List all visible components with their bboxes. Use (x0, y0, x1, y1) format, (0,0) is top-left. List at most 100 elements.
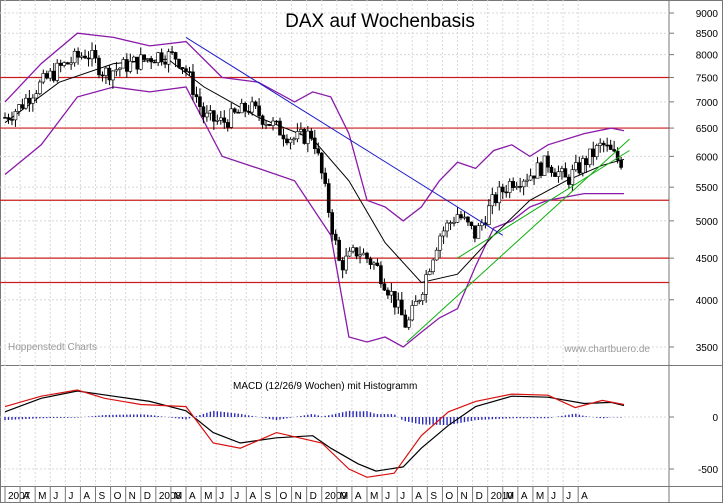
candle-body (253, 101, 258, 107)
candle-body (267, 123, 272, 126)
candle-body (65, 62, 70, 65)
candle-body (44, 73, 49, 79)
candle-body (93, 50, 98, 59)
x-tick-label: J (566, 491, 571, 502)
candle-body (205, 112, 209, 118)
candle-body (528, 175, 533, 181)
chart-title: DAX auf Wochenbasis (285, 11, 475, 32)
x-tick-label: M (536, 491, 544, 502)
candle-body (69, 62, 73, 65)
candle-body (76, 50, 80, 58)
candle-body (382, 283, 387, 291)
x-tick-label: O (445, 491, 453, 502)
candle-body (10, 119, 14, 121)
x-tick-label: J (53, 491, 58, 502)
x-tick-label: A (189, 491, 196, 502)
candle-body (539, 162, 543, 176)
y-tick-label: 5000 (696, 217, 719, 228)
candle-body (452, 221, 456, 224)
x-tick-label: J (400, 491, 405, 502)
candle-body (131, 56, 136, 62)
candle-body (173, 52, 178, 60)
candle-body (521, 180, 526, 188)
candle-body (20, 104, 25, 109)
candle-body (333, 233, 338, 241)
candle-body (72, 50, 77, 64)
x-tick-label: J (219, 491, 224, 502)
candle-body (201, 106, 206, 118)
candle-body (121, 59, 126, 69)
y-tick-label: 5500 (696, 183, 719, 194)
candle-body (278, 120, 282, 136)
candle-body (441, 230, 446, 237)
candle-body (135, 56, 140, 70)
candle-body (232, 108, 237, 113)
candle-body (107, 67, 112, 81)
bollinger-upper-line (4, 32, 625, 222)
candle-body (31, 97, 35, 104)
x-tick-label: 2007 (8, 491, 31, 502)
candle-body (159, 52, 164, 63)
candle-body (612, 149, 616, 152)
x-tick-label: A (83, 491, 90, 502)
candle-body (149, 58, 153, 63)
candle-body (264, 123, 268, 126)
candle-body (246, 111, 251, 113)
candle-body (532, 175, 536, 179)
x-tick-label: D (476, 491, 483, 502)
candle-body (420, 294, 425, 301)
x-tick-label: O (280, 491, 288, 502)
candle-body (114, 69, 119, 72)
candle-body (58, 62, 63, 66)
candle-body (48, 70, 53, 79)
candle-body (250, 101, 254, 113)
x-tick-label: M (174, 491, 182, 502)
candle-body (448, 222, 453, 224)
candle-body (152, 61, 157, 64)
candle-body (184, 68, 188, 72)
x-tick-label: M (340, 491, 348, 502)
candle-body (386, 289, 390, 296)
candle-body (504, 191, 509, 194)
candle-body (326, 183, 331, 213)
candle-body (260, 115, 265, 125)
candle-body (459, 214, 463, 219)
candle-body (598, 142, 603, 146)
x-tick-label: O (114, 491, 122, 502)
candle-body (570, 169, 575, 185)
candle-body (79, 55, 84, 58)
candle-body (97, 57, 101, 76)
candle-body (194, 94, 199, 98)
candle-body (191, 71, 195, 95)
candle-body (413, 301, 418, 306)
candle-body (525, 179, 529, 182)
candle-body (445, 222, 449, 232)
candle-body (288, 139, 293, 144)
candle-body (292, 138, 296, 141)
candle-body (406, 319, 411, 328)
candle-body (34, 93, 39, 99)
candle-body (354, 247, 359, 257)
candle-body (396, 299, 401, 308)
candle-body (518, 186, 522, 188)
candle-body (128, 60, 133, 72)
trendline (457, 150, 630, 259)
y-tick-label: 3500 (696, 343, 719, 354)
x-tick-label: J (385, 491, 390, 502)
candle-body (330, 212, 334, 235)
x-tick-label: D (144, 491, 151, 502)
candle-body (6, 117, 11, 120)
candle-body (511, 181, 515, 188)
credit-right: www.chartbuero.de (563, 344, 650, 355)
candle-body (86, 57, 91, 60)
candle-body (118, 67, 122, 70)
candle-body (375, 262, 380, 267)
candle-body (490, 194, 495, 207)
candle-body (553, 172, 557, 177)
x-tick-label: A (23, 491, 30, 502)
candle-body (549, 166, 554, 173)
candle-body (180, 67, 185, 69)
x-tick-label: A (521, 491, 528, 502)
candle-body (368, 258, 373, 265)
candle-body (476, 225, 481, 239)
